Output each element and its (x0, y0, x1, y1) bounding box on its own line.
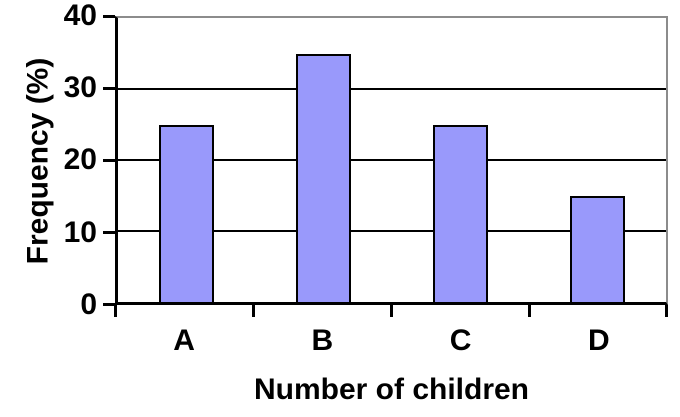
x-tickmark (252, 305, 255, 317)
x-tickmark (665, 305, 668, 317)
y-tick-label-0: 0 (80, 288, 97, 321)
x-axis-title: Number of children (253, 373, 530, 406)
bar-cell-d (529, 18, 666, 302)
y-tickmark (103, 159, 115, 162)
bars-group (118, 18, 666, 302)
y-tick-label-40: 40 (63, 0, 97, 32)
x-tickmark (390, 305, 393, 317)
bar-c (433, 124, 488, 302)
y-tickmark (103, 303, 115, 306)
plot-area (115, 16, 668, 305)
bar-b (296, 53, 351, 302)
gridline-30 (118, 88, 666, 90)
y-tickmark (103, 15, 115, 18)
y-tick-label-30: 30 (63, 71, 97, 104)
bar-d (570, 195, 625, 302)
x-tickmark (528, 305, 531, 317)
gridline-20 (118, 159, 666, 161)
x-tickmark (114, 305, 117, 317)
y-tickmark (103, 87, 115, 90)
bar-cell-b (255, 18, 392, 302)
category-label-c: C (449, 324, 472, 357)
bar-a (159, 124, 214, 302)
category-label-b: B (311, 324, 334, 357)
bar-cell-a (118, 18, 255, 302)
bar-cell-c (392, 18, 529, 302)
y-tick-label-20: 20 (63, 143, 97, 176)
category-label-a: A (173, 324, 195, 357)
y-tickmark (103, 231, 115, 234)
category-labels-row: A B C D (115, 324, 668, 358)
category-label-d: D (588, 324, 610, 357)
y-tick-label-10: 10 (63, 216, 97, 249)
gridline-10 (118, 230, 666, 232)
